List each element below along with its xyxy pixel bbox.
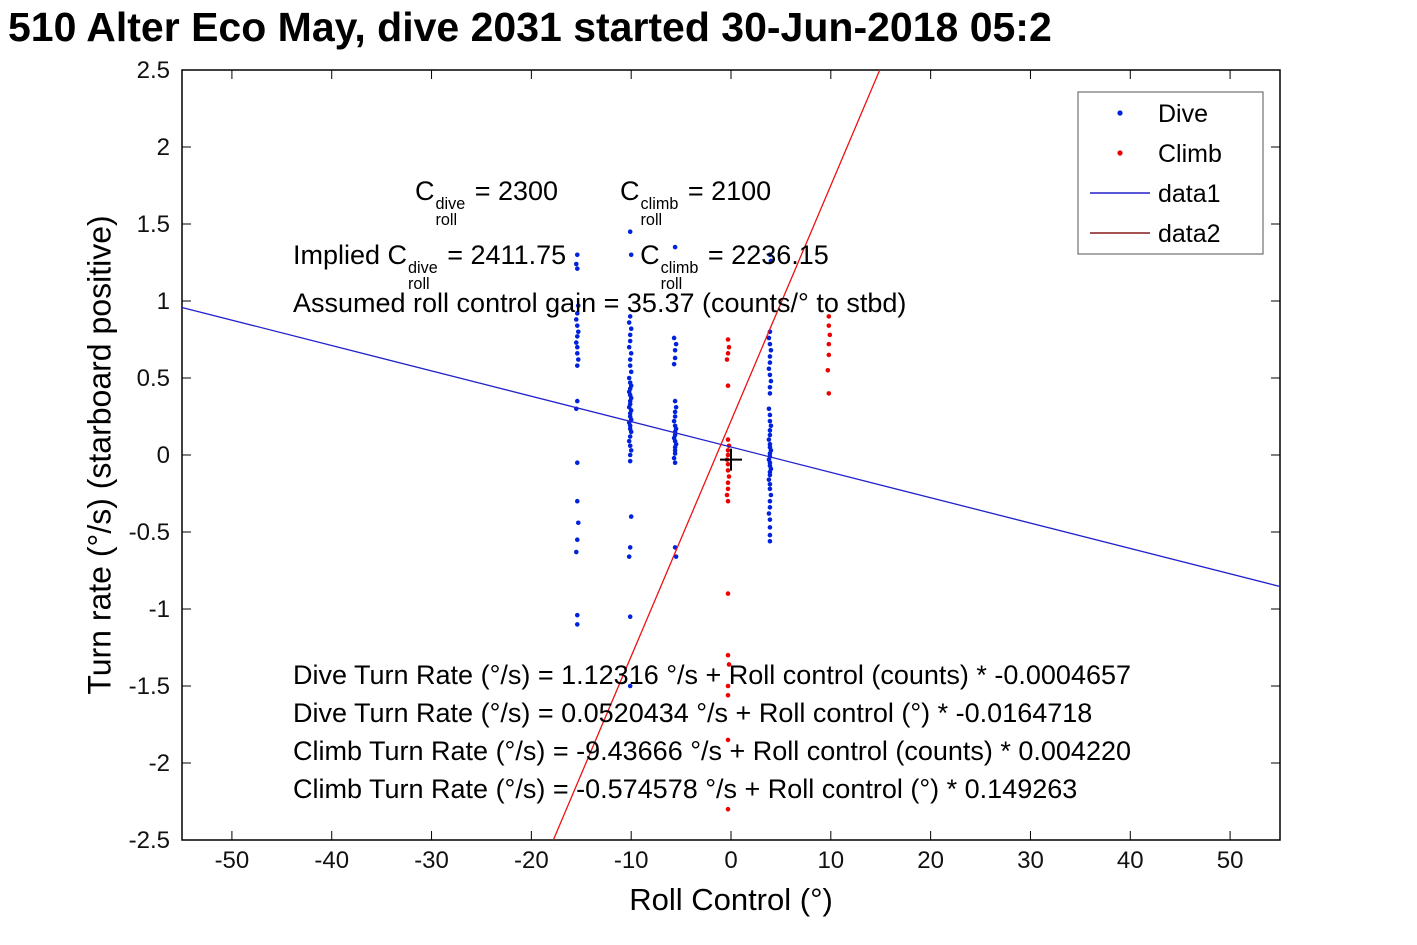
x-tick-label: -10 xyxy=(614,847,649,874)
legend-box xyxy=(1077,91,1264,255)
fit-line-dive-deg: Dive Turn Rate (°/s) = 0.0520434 °/s + R… xyxy=(293,698,1093,728)
c-climb-value: = 2236.15 xyxy=(700,240,829,270)
c-climb-stack: climb roll xyxy=(641,196,679,229)
assumed-gain-annotation: Assumed roll control gain = 35.37 (count… xyxy=(293,288,907,318)
x-tick-label: -20 xyxy=(514,847,549,874)
legend-label-data1: data1 xyxy=(1158,180,1221,208)
y-tick-label: -2 xyxy=(149,750,170,777)
c-climb-sup: climb xyxy=(660,258,699,277)
fit-equations: Dive Turn Rate (°/s) = 1.12316 °/s + Rol… xyxy=(293,656,1131,808)
y-tick-label: -1 xyxy=(149,596,170,623)
x-tick-label: 20 xyxy=(917,847,944,874)
series-data1 xyxy=(181,306,1281,588)
fit-line-dive-counts: Dive Turn Rate (°/s) = 1.12316 °/s + Rol… xyxy=(293,660,1132,690)
c-climb-value: = 2100 xyxy=(680,176,772,206)
figure-title: 510 Alter Eco May, dive 2031 started 30-… xyxy=(8,4,1052,50)
c-climb-sub: roll xyxy=(640,211,663,230)
c-dive-value: = 2411.75 xyxy=(439,240,567,270)
x-tick-label: 0 xyxy=(724,847,737,874)
series-climb xyxy=(724,314,833,812)
c-climb-sup: climb xyxy=(640,194,679,213)
c-dive-value: = 2300 xyxy=(467,176,559,206)
c-symbol: C xyxy=(415,176,435,206)
c-dive-stack: dive roll xyxy=(408,260,438,293)
x-tick-label: -30 xyxy=(414,847,449,874)
legend-swatch-dive xyxy=(1117,110,1123,116)
y-axis-label: Turn rate (°/s) (starboard positive) xyxy=(81,215,118,695)
series-data2 xyxy=(552,69,881,841)
x-axis-label: Roll Control (°) xyxy=(629,882,833,917)
y-tick-label: 2 xyxy=(157,134,170,161)
legend-label-data2: data2 xyxy=(1158,220,1221,248)
c-dive-stack: dive roll xyxy=(436,196,466,229)
c-symbol: C xyxy=(387,240,408,270)
x-tick-label: 50 xyxy=(1217,847,1244,874)
x-tick-label: 30 xyxy=(1017,847,1044,874)
implied-prefix: Implied xyxy=(293,240,388,270)
y-tick-label: 1 xyxy=(157,288,170,315)
c-symbol: C xyxy=(620,176,640,206)
y-tick-label: 0 xyxy=(157,442,170,469)
legend-swatch-climb xyxy=(1117,150,1123,156)
y-tick-label: 2.5 xyxy=(137,57,170,84)
legend-label-dive: Dive xyxy=(1158,100,1208,128)
x-tick-label: -50 xyxy=(215,847,250,874)
y-tick-label: -0.5 xyxy=(129,519,170,546)
c-dive-sub: roll xyxy=(408,275,430,294)
c-climb-sub: roll xyxy=(660,275,683,294)
x-tick-label: 10 xyxy=(817,847,844,874)
x-tick-label: 40 xyxy=(1117,847,1144,874)
c-dive-sup: dive xyxy=(408,258,438,277)
c-dive-sup: dive xyxy=(435,194,466,213)
c-symbol: C xyxy=(640,240,660,270)
y-tick-label: 1.5 xyxy=(137,211,170,238)
x-tick-label: -40 xyxy=(314,847,349,874)
y-tick-label: -1.5 xyxy=(129,673,170,700)
c-climb-stack: climb roll xyxy=(661,260,699,293)
fit-line-climb-counts: Climb Turn Rate (°/s) = -9.43666 °/s + R… xyxy=(293,736,1131,766)
y-tick-label: 0.5 xyxy=(137,365,170,392)
series-dive xyxy=(573,229,774,689)
c-dive-sub: roll xyxy=(435,211,458,230)
fit-line-climb-deg: Climb Turn Rate (°/s) = -0.574578 °/s + … xyxy=(293,774,1078,804)
legend-label-climb: Climb xyxy=(1158,140,1222,168)
y-tick-label: -2.5 xyxy=(129,827,170,854)
